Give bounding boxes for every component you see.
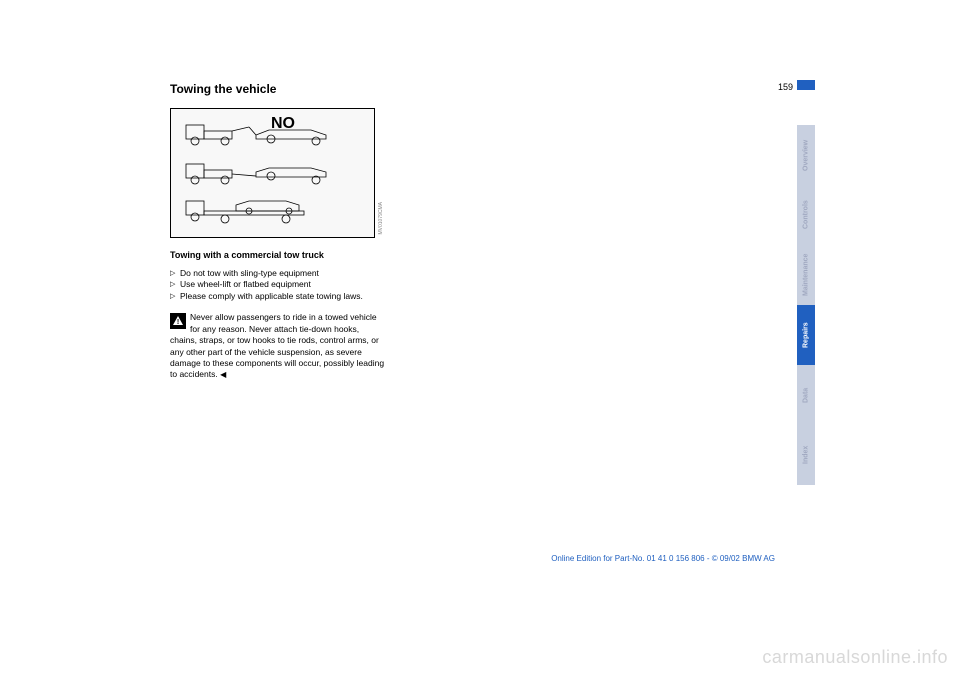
figure-code: MV01079CMA (378, 202, 384, 235)
truck-wheellift-row (181, 158, 364, 188)
manual-page: Towing the vehicle 159 Overview Controls… (0, 0, 960, 678)
page-marker (797, 80, 815, 90)
warning-block: ! Never allow passengers to ride in a to… (170, 312, 385, 381)
warning-icon: ! (170, 313, 186, 329)
truck-sling-row (181, 119, 364, 149)
tab-index[interactable]: Index (797, 425, 815, 485)
bullet-item: Please comply with applicable state towi… (170, 291, 385, 302)
bullet-list: Do not tow with sling-type equipment Use… (170, 268, 385, 302)
warning-end-mark: ◀ (220, 370, 226, 379)
side-tabs: Overview Controls Maintenance Repairs Da… (797, 125, 815, 485)
page-number: 159 (778, 82, 793, 92)
tab-data[interactable]: Data (797, 365, 815, 425)
tab-maintenance[interactable]: Maintenance (797, 245, 815, 305)
content-column: NO (170, 108, 385, 381)
svg-text:!: ! (177, 319, 179, 326)
warning-text: Never allow passengers to ride in a towe… (170, 312, 384, 379)
page-title: Towing the vehicle (170, 82, 276, 96)
bullet-item: Use wheel-lift or flatbed equipment (170, 279, 385, 290)
watermark: carmanualsonline.info (762, 647, 948, 668)
tab-repairs[interactable]: Repairs (797, 305, 815, 365)
truck-flatbed-row (181, 197, 364, 227)
towing-figure: NO (170, 108, 375, 238)
subheading: Towing with a commercial tow truck (170, 250, 385, 262)
tab-controls[interactable]: Controls (797, 185, 815, 245)
tab-overview[interactable]: Overview (797, 125, 815, 185)
footer-line: Online Edition for Part-No. 01 41 0 156 … (551, 554, 775, 563)
bullet-item: Do not tow with sling-type equipment (170, 268, 385, 279)
